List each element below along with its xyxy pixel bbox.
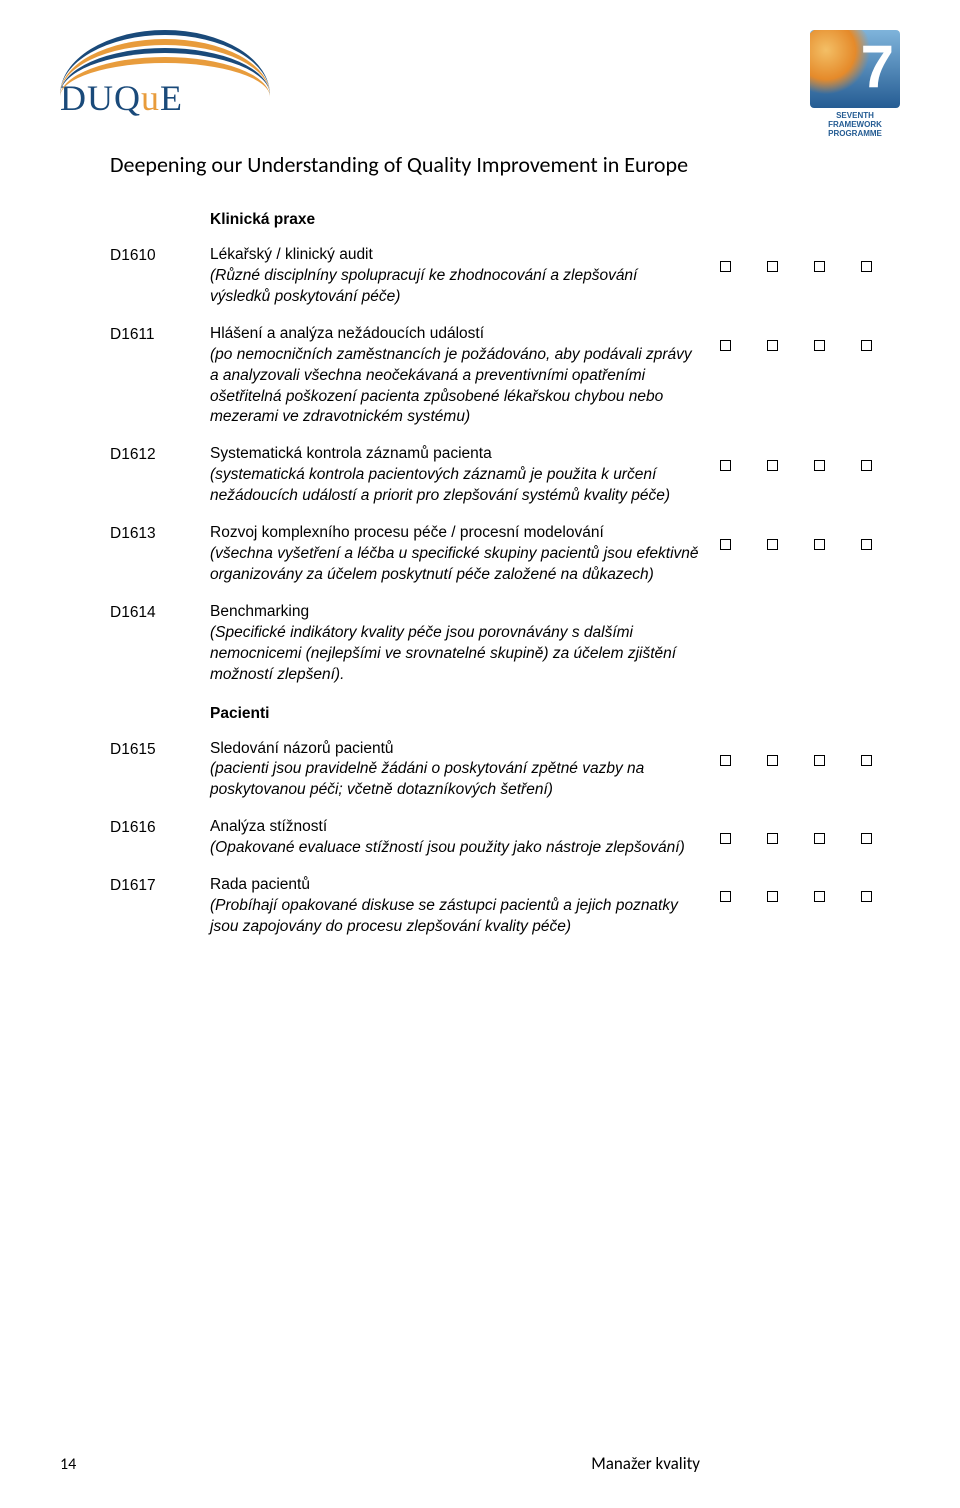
checkbox-group <box>720 245 872 272</box>
question-desc: Analýza stížností (Opakované evaluace st… <box>210 817 720 859</box>
checkbox-option[interactable] <box>861 539 872 550</box>
page-footer: 14 Manažer kvality <box>60 1453 900 1476</box>
question-row: D1616 Analýza stížností (Opakované evalu… <box>110 817 900 859</box>
question-code: D1611 <box>110 324 210 346</box>
checkbox-option[interactable] <box>767 340 778 351</box>
question-row: D1610 Lékařský / klinický audit (Různé d… <box>110 245 900 308</box>
checkbox-option[interactable] <box>720 460 731 471</box>
duque-logo-arcs <box>60 30 270 70</box>
fp7-caption-line1: SEVENTH FRAMEWORK <box>828 111 882 129</box>
question-row: D1611 Hlášení a analýza nežádoucích udál… <box>110 324 900 429</box>
checkbox-option[interactable] <box>814 755 825 766</box>
page-header: DUQuE 7 SEVENTH FRAMEWORK PROGRAMME <box>60 30 900 138</box>
checkbox-option[interactable] <box>861 891 872 902</box>
question-title: Lékařský / klinický audit <box>210 246 373 263</box>
question-code: D1612 <box>110 444 210 466</box>
fp7-caption: SEVENTH FRAMEWORK PROGRAMME <box>810 112 900 138</box>
question-code: D1614 <box>110 602 210 624</box>
checkbox-option[interactable] <box>814 460 825 471</box>
page-subtitle: Deepening our Understanding of Quality I… <box>110 150 900 180</box>
section-heading-patients: Pacienti <box>210 704 900 725</box>
question-code: D1615 <box>110 739 210 761</box>
question-detail: (systematická kontrola pacientových zázn… <box>210 466 670 504</box>
checkbox-option[interactable] <box>720 891 731 902</box>
checkbox-option[interactable] <box>767 539 778 550</box>
question-row: D1615 Sledování názorů pacientů (pacient… <box>110 739 900 802</box>
question-title: Analýza stížností <box>210 818 327 835</box>
checkbox-option[interactable] <box>720 261 731 272</box>
question-row: D1617 Rada pacientů (Probíhají opakované… <box>110 875 900 938</box>
checkbox-group <box>720 444 872 471</box>
checkbox-option[interactable] <box>861 340 872 351</box>
checkbox-option[interactable] <box>720 340 731 351</box>
checkbox-option[interactable] <box>814 833 825 844</box>
question-detail: (Opakované evaluace stížností jsou použi… <box>210 839 685 856</box>
question-title: Hlášení a analýza nežádoucích událostí <box>210 325 484 342</box>
checkbox-option[interactable] <box>767 755 778 766</box>
question-title: Rozvoj komplexního procesu péče / proces… <box>210 524 604 541</box>
checkbox-option[interactable] <box>767 261 778 272</box>
fp7-caption-line2: PROGRAMME <box>828 129 882 138</box>
question-desc: Benchmarking (Specifické indikátory kval… <box>210 602 720 686</box>
checkbox-option[interactable] <box>861 460 872 471</box>
question-detail: (po nemocničních zaměstnancích je požádo… <box>210 346 692 426</box>
question-desc: Rozvoj komplexního procesu péče / proces… <box>210 523 720 586</box>
question-desc: Lékařský / klinický audit (Různé discipl… <box>210 245 720 308</box>
page-number: 14 <box>60 1454 76 1476</box>
question-title: Rada pacientů <box>210 876 310 893</box>
question-row: D1614 Benchmarking (Specifické indikátor… <box>110 602 900 686</box>
question-title: Sledování názorů pacientů <box>210 740 394 757</box>
checkbox-option[interactable] <box>861 261 872 272</box>
fp7-logo: 7 SEVENTH FRAMEWORK PROGRAMME <box>810 30 900 138</box>
footer-label: Manažer kvality <box>591 1453 700 1476</box>
checkbox-group <box>720 817 872 844</box>
checkbox-option[interactable] <box>814 261 825 272</box>
duque-logo: DUQuE <box>60 30 270 123</box>
checkbox-option[interactable] <box>767 891 778 902</box>
question-code: D1610 <box>110 245 210 267</box>
checkbox-option[interactable] <box>814 340 825 351</box>
question-code: D1616 <box>110 817 210 839</box>
fp7-logo-box: 7 <box>810 30 900 108</box>
question-desc: Rada pacientů (Probíhají opakované disku… <box>210 875 720 938</box>
checkbox-option[interactable] <box>861 755 872 766</box>
question-detail: (Různé disciplníny spolupracují ke zhodn… <box>210 267 637 305</box>
question-detail: (Probíhají opakované diskuse se zástupci… <box>210 897 678 935</box>
checkbox-group <box>720 523 872 550</box>
question-desc: Sledování názorů pacientů (pacienti jsou… <box>210 739 720 802</box>
content-area: Klinická praxe D1610 Lékařský / klinický… <box>110 210 900 938</box>
question-detail: (Specifické indikátory kvality péče jsou… <box>210 624 676 683</box>
question-row: D1613 Rozvoj komplexního procesu péče / … <box>110 523 900 586</box>
checkbox-option[interactable] <box>720 833 731 844</box>
checkbox-option[interactable] <box>814 891 825 902</box>
checkbox-group <box>720 875 872 902</box>
checkbox-option[interactable] <box>861 833 872 844</box>
fp7-seven: 7 <box>861 30 894 107</box>
checkbox-option[interactable] <box>767 460 778 471</box>
question-title: Benchmarking <box>210 603 309 620</box>
question-desc: Hlášení a analýza nežádoucích událostí (… <box>210 324 720 429</box>
checkbox-group <box>720 324 872 351</box>
checkbox-option[interactable] <box>814 539 825 550</box>
question-desc: Systematická kontrola záznamů pacienta (… <box>210 444 720 507</box>
section-heading-clinical: Klinická praxe <box>210 210 900 231</box>
checkbox-group <box>720 739 872 766</box>
question-detail: (všechna vyšetření a léčba u specifické … <box>210 545 699 583</box>
checkbox-option[interactable] <box>720 539 731 550</box>
question-title: Systematická kontrola záznamů pacienta <box>210 445 492 462</box>
question-detail: (pacienti jsou pravidelně žádáni o posky… <box>210 760 644 798</box>
checkbox-option[interactable] <box>720 755 731 766</box>
question-code: D1617 <box>110 875 210 897</box>
question-code: D1613 <box>110 523 210 545</box>
question-row: D1612 Systematická kontrola záznamů paci… <box>110 444 900 507</box>
checkbox-option[interactable] <box>767 833 778 844</box>
